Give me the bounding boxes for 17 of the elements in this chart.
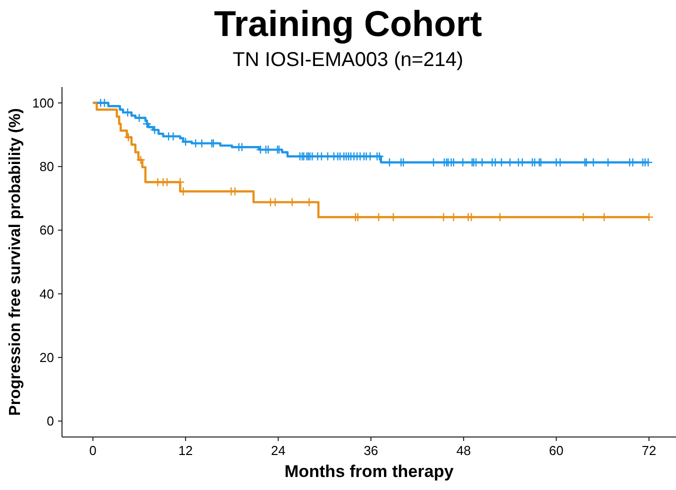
x-tick-label: 36 bbox=[364, 443, 378, 458]
x-tick-label: 12 bbox=[178, 443, 193, 458]
x-tick-label: 0 bbox=[89, 443, 97, 458]
y-tick-label: 60 bbox=[40, 222, 54, 238]
y-axis-title: Progression free survival probability (%) bbox=[7, 108, 24, 416]
x-axis-title: Months from therapy bbox=[284, 462, 454, 481]
x-tick-label: 48 bbox=[456, 443, 471, 458]
y-tick-label: 20 bbox=[40, 350, 54, 365]
y-tick-label: 40 bbox=[40, 286, 54, 302]
y-tick-label: 80 bbox=[40, 159, 54, 174]
x-tick-label: 24 bbox=[271, 443, 286, 458]
y-tick-label: 0 bbox=[46, 414, 54, 429]
x-tick-label: 60 bbox=[549, 443, 564, 458]
chart-subtitle: TN IOSI-EMA003 (n=214) bbox=[232, 49, 464, 71]
x-tick-label: 72 bbox=[642, 443, 656, 458]
chart-title: Training Cohort bbox=[214, 3, 482, 44]
y-tick-label: 100 bbox=[32, 95, 54, 110]
